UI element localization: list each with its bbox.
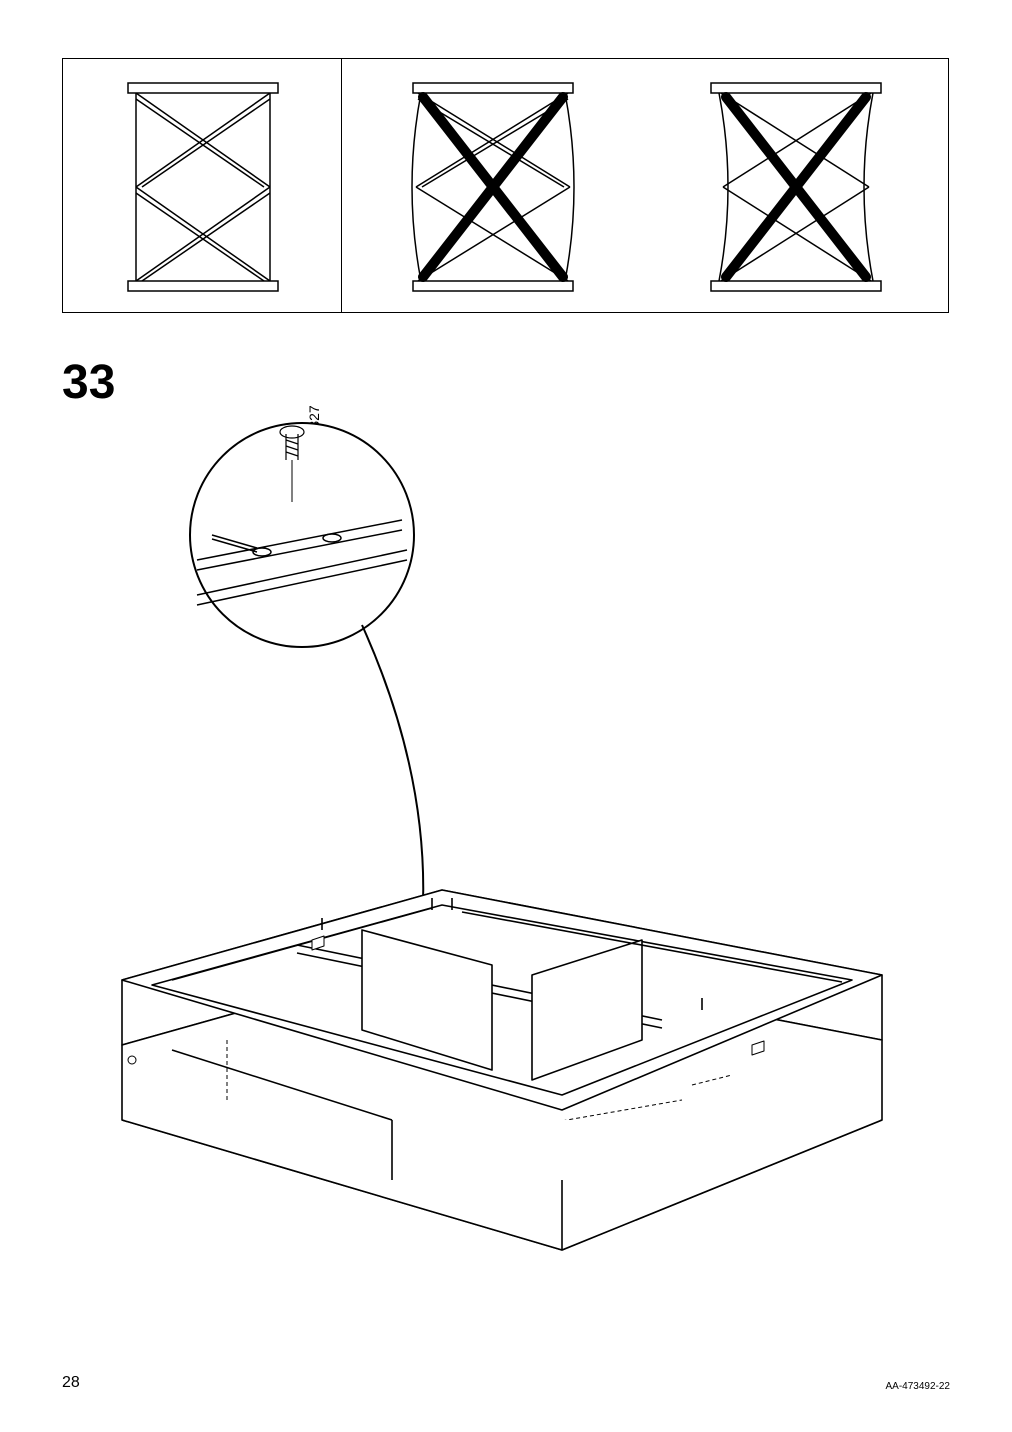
bowed-in-diagram xyxy=(691,77,901,297)
slat-comparison-row xyxy=(62,58,950,313)
page-number: 28 xyxy=(62,1374,80,1392)
detail-callout xyxy=(190,423,414,647)
assembly-instruction-page: 33 4x 117327 xyxy=(0,0,1012,1432)
bowed-out-diagram xyxy=(388,77,598,297)
incorrect-panel xyxy=(341,58,949,313)
step-number: 33 xyxy=(62,355,115,410)
bed-frame xyxy=(122,890,882,1250)
main-assembly-diagram xyxy=(62,420,950,1320)
correct-panel xyxy=(62,58,342,313)
correct-slats-diagram xyxy=(118,77,288,297)
document-id: AA-473492-22 xyxy=(886,1381,951,1392)
